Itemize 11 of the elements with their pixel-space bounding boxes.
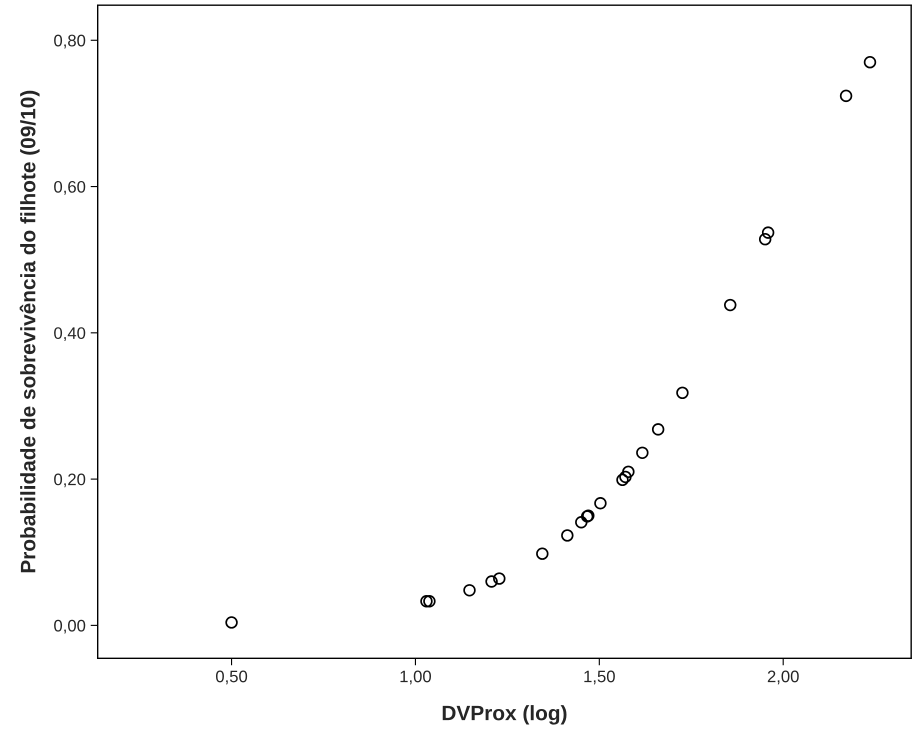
y-axis-title: Probabilidade de sobrevivência do filhote (09/10) [20, 90, 40, 572]
y-tick-label: 0,80 [54, 34, 86, 48]
x-tick-label: 1,50 [584, 670, 615, 684]
x-axis-title: DVProx (log) [442, 705, 566, 725]
y-tick-label: 0,40 [54, 327, 86, 341]
x-tick-label: 1,00 [400, 670, 432, 684]
x-tick-label: 2,00 [768, 670, 799, 684]
x-tick-label: 0,50 [216, 670, 248, 684]
y-tick-label: 0,20 [54, 474, 86, 488]
y-tick-label: 0,00 [54, 620, 86, 634]
y-tick-label: 0,60 [54, 180, 86, 195]
